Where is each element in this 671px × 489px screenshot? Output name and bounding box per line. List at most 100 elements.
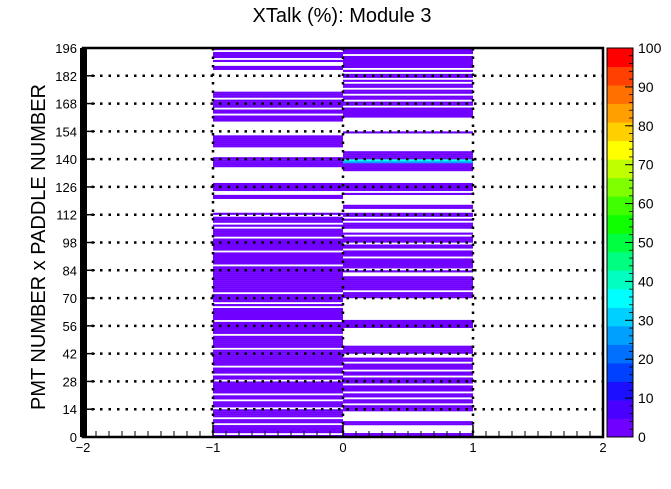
heatmap-cell (213, 307, 343, 311)
heatmap-cell (343, 59, 473, 63)
heatmap-cell (343, 357, 473, 360)
heatmap-cell (213, 238, 343, 241)
heatmap-cell (213, 103, 343, 106)
x-tick-label: 1 (469, 440, 476, 455)
heatmap-cell (343, 278, 473, 281)
heatmap-cell (213, 339, 343, 342)
palette-swatch (607, 122, 633, 142)
heatmap-cell (343, 63, 473, 67)
heatmap-cell (343, 399, 473, 402)
heatmap-cell (343, 111, 473, 114)
palette-swatch (607, 418, 633, 438)
heatmap-cell (213, 184, 343, 188)
heatmap-cell (213, 272, 343, 275)
heatmap-cell (343, 377, 473, 380)
heatmap-cell (213, 359, 343, 362)
heatmap-cell (343, 188, 473, 192)
heatmap-cell (343, 319, 473, 323)
heatmap-cell (343, 371, 473, 374)
heatmap-cell (213, 425, 343, 428)
heatmap-cell (213, 157, 343, 160)
axis-ticks: 0 14 28 42 56 70 84 98 112 126 140 154 168 182 196 −2 −1… (55, 41, 606, 455)
heatmap-cell (343, 347, 473, 350)
y-tick-label: 182 (55, 69, 77, 84)
heatmap-cell (343, 367, 473, 370)
heatmap-cell (343, 206, 473, 209)
heatmap-cell (343, 113, 473, 116)
heatmap-cell (213, 427, 343, 430)
heatmap-cell (213, 403, 343, 406)
heatmap-cell (213, 268, 343, 271)
heatmap-cell (343, 165, 473, 168)
heatmap-cell (213, 311, 343, 315)
heatmap-cell (343, 97, 473, 100)
heatmap-cell (213, 411, 343, 414)
heatmap-cell (343, 55, 473, 59)
heatmap-cell (213, 381, 343, 384)
heatmap-cell (213, 115, 343, 118)
heatmap-cell (343, 115, 473, 118)
heatmap-cell (343, 91, 473, 94)
heatmap-cell (343, 155, 473, 158)
heatmap-cell (213, 367, 343, 370)
palette-swatch (607, 214, 633, 234)
heatmap-cell (213, 401, 343, 404)
heatmap-cell (213, 65, 343, 68)
heatmap-cell (213, 99, 343, 102)
palette-swatch (607, 196, 633, 216)
heatmap-cell (343, 266, 473, 269)
heatmap-cell (343, 359, 473, 362)
heatmap-cell (213, 139, 343, 142)
heatmap-cell (213, 300, 343, 303)
heatmap-cell (343, 282, 473, 285)
palette-tick-label: 60 (638, 196, 654, 212)
heatmap-cell (213, 143, 343, 146)
heatmap-cell (213, 274, 343, 277)
heatmap-cell (213, 270, 343, 273)
heatmap-cell (343, 373, 473, 376)
heatmap-cell (213, 355, 343, 358)
heatmap-cell (343, 65, 473, 68)
y-axis-label: PMT NUMBER x PADDLE NUMBER (28, 84, 50, 410)
heatmap-cell (213, 55, 343, 59)
x-tick-label: −2 (76, 440, 91, 455)
y-tick-label: 42 (63, 347, 77, 362)
heatmap-cell (343, 218, 473, 221)
palette-swatch (607, 177, 633, 197)
palette-swatch (607, 288, 633, 308)
palette-tick-label: 80 (638, 118, 654, 134)
heatmap-cell (213, 375, 343, 378)
heatmap-cell (343, 85, 473, 88)
heatmap-cell (213, 218, 343, 221)
heatmap-cell (213, 309, 343, 313)
heatmap-cell (343, 254, 473, 257)
heatmap-cell (213, 111, 343, 114)
heatmap-cell (213, 248, 343, 251)
heatmap-cell (343, 345, 473, 348)
palette-swatch (607, 399, 633, 419)
y-tick-label: 168 (55, 97, 77, 112)
heatmap-cell (343, 401, 473, 404)
heatmap-cell (213, 343, 343, 346)
heatmap-cell (343, 161, 473, 164)
palette-swatch (607, 66, 633, 86)
heatmap-cell (213, 298, 343, 301)
palette-tick-label: 50 (638, 235, 654, 251)
palette-swatch (607, 103, 633, 123)
heatmap-cell (213, 395, 343, 398)
x-tick-label: 2 (599, 440, 606, 455)
heatmap-cell (213, 288, 343, 291)
heatmap-cell (213, 117, 343, 120)
heatmap-cell (213, 182, 343, 186)
heatmap-cell (213, 244, 343, 247)
y-tick-label: 84 (63, 263, 77, 278)
heatmap-cell (213, 335, 343, 338)
heatmap-cell (213, 67, 343, 70)
heatmap-cell (213, 93, 343, 96)
heatmap-cell (213, 95, 343, 98)
palette-swatch (607, 270, 633, 290)
heatmap-cell (213, 159, 343, 162)
y-tick-label: 140 (55, 152, 77, 167)
heatmap-cell (343, 49, 473, 53)
palette-swatch (607, 251, 633, 271)
